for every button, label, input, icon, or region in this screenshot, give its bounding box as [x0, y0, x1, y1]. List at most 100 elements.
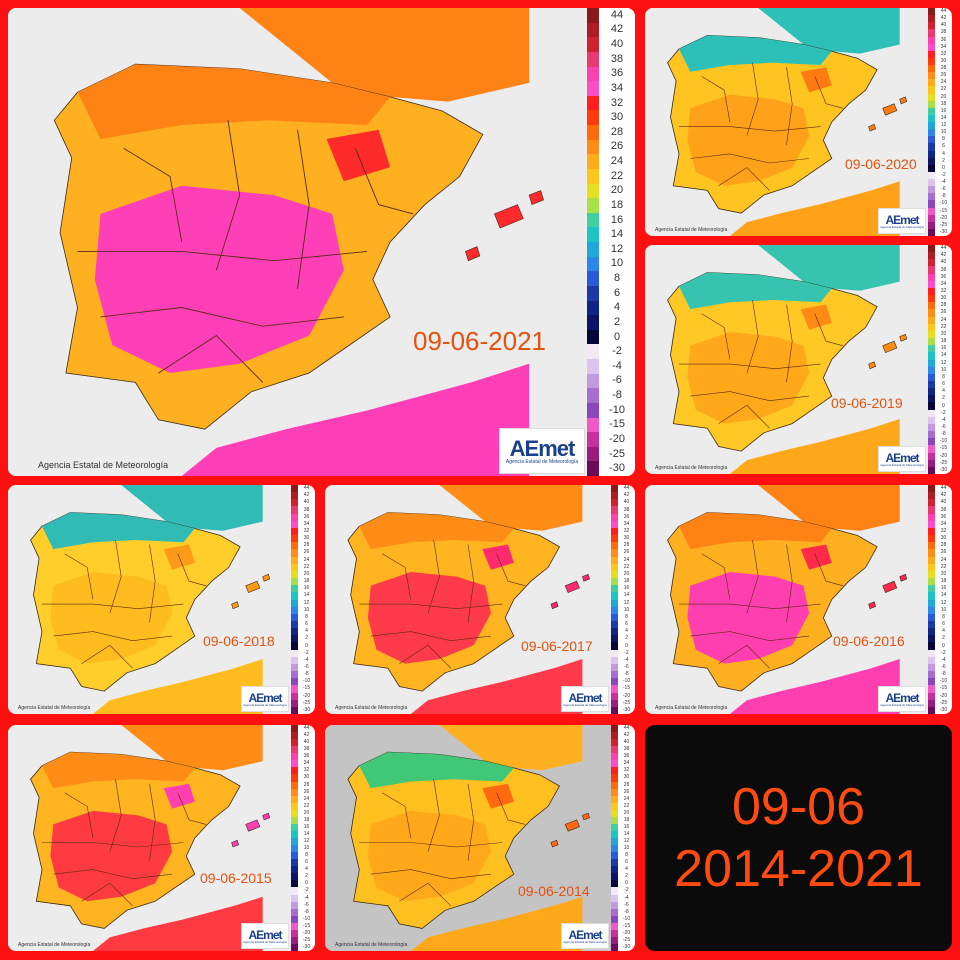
legend-swatch: [611, 823, 618, 831]
legend-swatch: [611, 802, 618, 810]
legend-value: -20: [622, 929, 631, 936]
legend-row: -6: [928, 423, 952, 432]
legend-row: -6: [928, 663, 952, 672]
legend-row: 38: [928, 266, 952, 274]
legend-swatch: [587, 446, 599, 462]
legend-row: -20: [611, 692, 635, 700]
legend-value: -10: [302, 678, 311, 685]
legend-value: 2: [942, 157, 945, 164]
legend-value: 14: [303, 830, 310, 837]
legend-swatch: [928, 459, 935, 467]
legend-value: -15: [302, 922, 311, 929]
credit-text: Agencia Estatal de Meteorología: [655, 227, 728, 233]
legend-value: 4: [305, 866, 308, 873]
legend-value: 32: [303, 528, 310, 535]
legend-value: 22: [303, 563, 310, 570]
legend-row: 4: [928, 628, 952, 636]
legend-value: 8: [942, 136, 945, 143]
province-boundary: [370, 869, 491, 880]
credit-text: Agencia Estatal de Meteorología: [38, 460, 169, 470]
france-region: [439, 725, 583, 771]
legend-value: 0: [613, 330, 621, 343]
legend-row: 12: [928, 359, 952, 367]
legend-row: 16: [928, 585, 952, 593]
legend-swatch: [928, 22, 935, 30]
legend-swatch: [928, 207, 935, 215]
legend-value: 44: [303, 485, 310, 492]
legend-row: 32: [611, 767, 635, 775]
northern-band: [42, 752, 195, 789]
north-africa-region: [729, 659, 900, 714]
legend-swatch: [587, 285, 599, 301]
legend-row: 38: [928, 506, 952, 514]
legend-row: 40: [928, 22, 952, 30]
balearic-island-1: [582, 812, 590, 821]
legend-row: 16: [611, 823, 635, 831]
legend-value: 28: [303, 542, 310, 549]
temperature-map: [8, 725, 291, 951]
legend-row: 14: [291, 830, 315, 838]
legend-row: 36: [587, 66, 635, 82]
legend-value: 12: [623, 599, 630, 606]
legend-row: 10: [611, 845, 635, 853]
legend-value: 14: [623, 592, 630, 599]
map-date-label: 09-06-2017: [521, 638, 593, 654]
legend-swatch: [928, 556, 935, 564]
legend-value: -20: [302, 929, 311, 936]
legend-value: -15: [939, 207, 948, 214]
legend-swatch: [611, 563, 618, 571]
legend-value: 36: [623, 513, 630, 520]
legend-swatch: [928, 72, 935, 80]
legend-row: 20: [928, 93, 952, 101]
legend-row: -20: [928, 452, 952, 460]
legend-swatch: [928, 129, 935, 137]
legend-value: 36: [303, 513, 310, 520]
legend-value: 26: [940, 549, 947, 556]
logo-word: AEmet: [509, 435, 576, 461]
legend-row: 28: [928, 65, 952, 73]
legend-swatch: [928, 506, 935, 514]
legend-row: 26: [291, 549, 315, 557]
legend-row: 4: [291, 866, 315, 874]
northern-band: [359, 752, 514, 789]
legend-row: 6: [611, 620, 635, 629]
legend-value: -10: [939, 678, 948, 685]
legend-row: -6: [291, 663, 315, 672]
legend-value: -8: [624, 908, 629, 915]
legend-row: 0: [928, 164, 952, 172]
legend-row: -30: [928, 706, 952, 714]
legend-value: 0: [942, 402, 945, 409]
legend-swatch: [291, 725, 298, 733]
legend-row: 8: [611, 852, 635, 860]
legend-swatch: [611, 746, 618, 754]
legend-value: 28: [623, 542, 630, 549]
province-boundary: [467, 544, 475, 623]
legend-value: 26: [623, 549, 630, 556]
map-date-label: 09-06-2014: [518, 883, 590, 899]
legend-swatch: [928, 606, 935, 614]
legend-row: 32: [928, 50, 952, 58]
legend-row: -10: [291, 678, 315, 686]
legend-row: 14: [587, 227, 635, 242]
legend-row: 26: [928, 309, 952, 317]
legend-swatch: [928, 649, 935, 657]
legend-value: -15: [302, 685, 311, 692]
legend-swatch: [587, 329, 599, 345]
legend-value: 44: [610, 8, 624, 21]
province-boundary: [42, 842, 184, 848]
legend-value: 44: [623, 725, 630, 732]
legend-swatch: [291, 880, 298, 888]
legend-value: 40: [610, 38, 624, 51]
legend-swatch: [928, 100, 935, 108]
northern-band: [77, 64, 391, 139]
legend-value: 6: [625, 621, 628, 628]
legend-row: 4: [611, 628, 635, 636]
legend-row: -30: [587, 461, 635, 476]
legend-value: 24: [623, 795, 630, 802]
legend-value: 28: [940, 65, 947, 72]
legend-value: 38: [623, 506, 630, 513]
province-boundary: [177, 553, 207, 587]
legend-swatch: [928, 29, 935, 37]
legend-value: -25: [939, 221, 948, 228]
legend-value: 40: [623, 739, 630, 746]
